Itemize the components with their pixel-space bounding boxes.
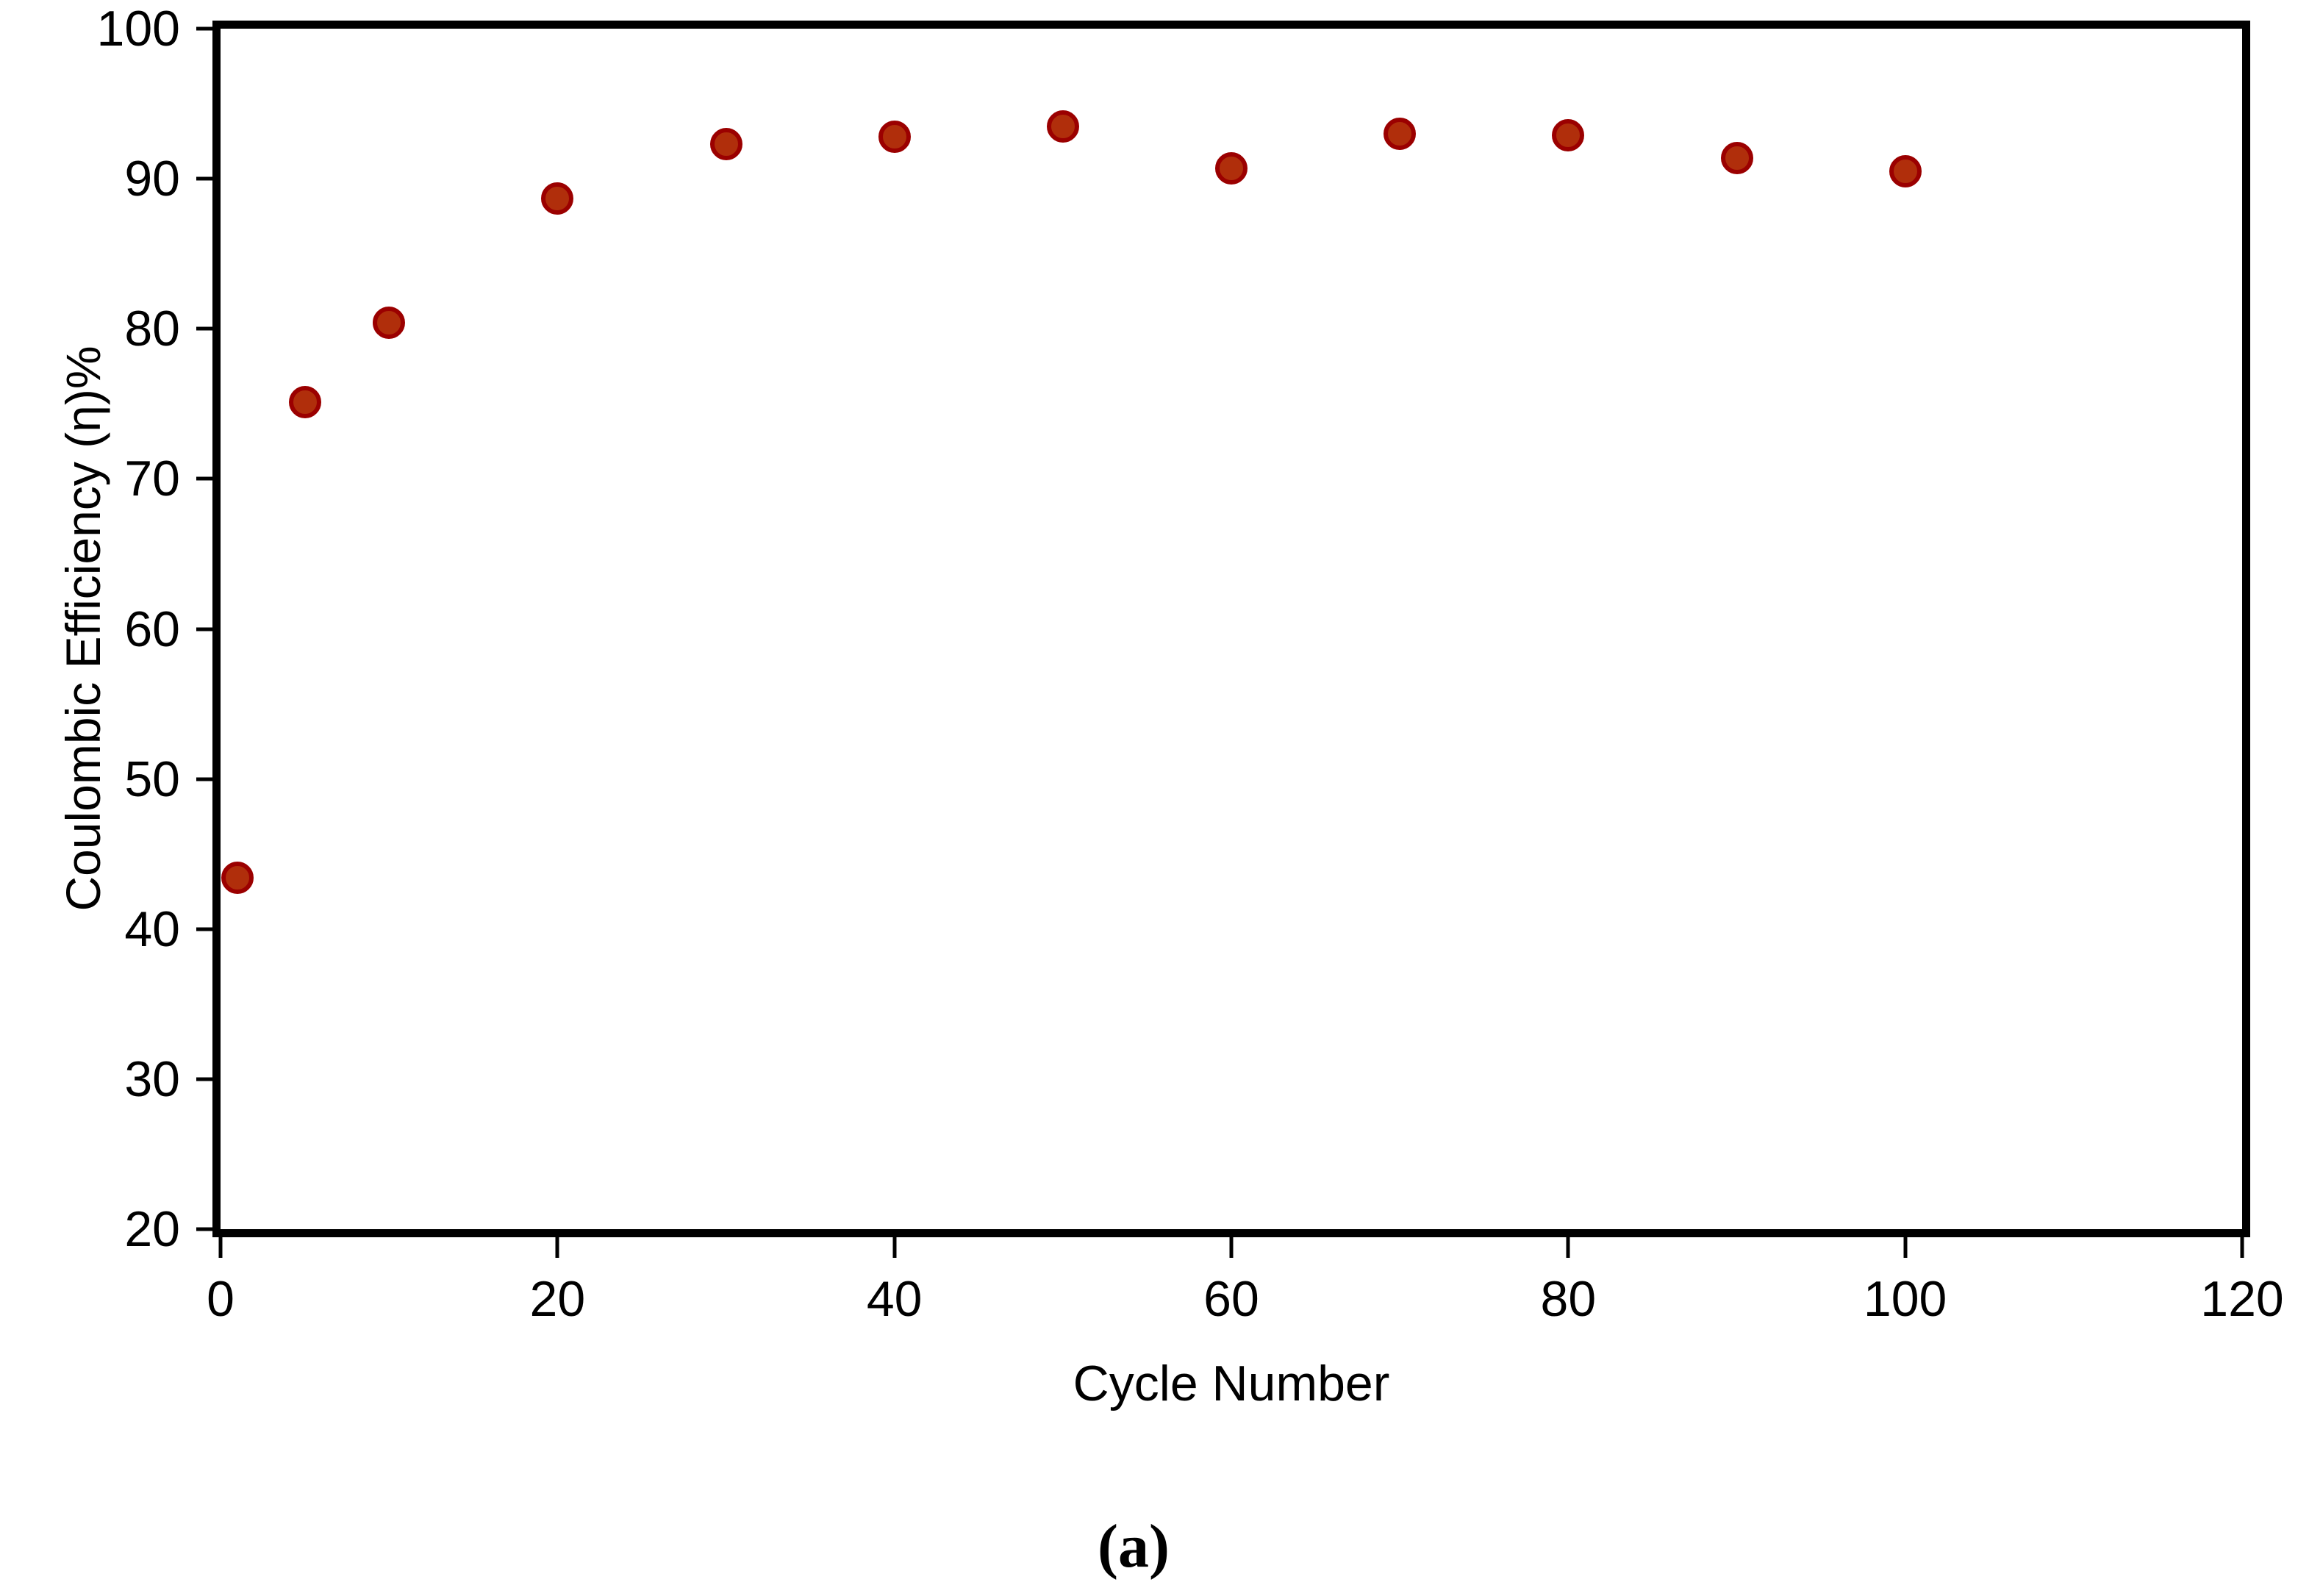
data-point [1046,110,1079,143]
data-point [1720,141,1753,174]
data-point [878,120,911,153]
data-point [1384,117,1417,150]
x-axis-tick [1566,1237,1570,1258]
data-point [1552,118,1585,151]
x-axis-tick [2240,1237,2244,1258]
y-axis-tick-label: 20 [124,1201,180,1257]
data-point [1215,151,1248,185]
data-point [221,862,254,895]
data-point [1889,154,1922,187]
data-point [288,386,321,419]
data-point [541,182,574,215]
y-axis-tick-label: 50 [124,751,180,807]
x-axis-tick [218,1237,223,1258]
x-axis-tick [1229,1237,1234,1258]
data-point [373,307,406,340]
y-axis-tick-label: 30 [124,1051,180,1107]
x-axis-tick-label: 40 [866,1271,923,1327]
x-axis-tick [1903,1237,1908,1258]
y-axis-tick [196,1077,217,1081]
plot-area [221,29,2242,1229]
y-axis-tick [196,476,217,481]
y-axis-title: Coulombic Efficiency (η)% [56,346,110,912]
y-axis-tick-label: 70 [124,451,180,507]
y-axis-tick [196,627,217,631]
x-axis-title: Cycle Number [1073,1356,1390,1411]
y-axis-tick-label: 100 [96,1,180,57]
x-axis-tick-label: 20 [529,1271,586,1327]
y-axis-tick [196,777,217,781]
y-axis-tick [196,26,217,31]
data-point [709,128,742,161]
y-axis-tick-label: 80 [124,301,180,357]
y-axis-tick [196,326,217,331]
x-axis-tick-label: 80 [1540,1271,1597,1327]
x-axis-tick-label: 100 [1863,1271,1947,1327]
x-axis-tick [555,1237,559,1258]
x-axis-tick-label: 0 [207,1271,235,1327]
y-axis-tick-label: 40 [124,901,180,957]
y-axis-tick-label: 60 [124,601,180,657]
plot-border [212,21,2250,1237]
y-axis-tick-label: 90 [124,151,180,207]
y-axis-tick [196,1227,217,1231]
x-axis-tick [892,1237,897,1258]
y-axis-tick [196,176,217,181]
y-axis-tick [196,927,217,931]
figure-caption: (a) [1098,1512,1170,1581]
x-axis-tick-label: 60 [1203,1271,1259,1327]
x-axis-tick-label: 120 [2200,1271,2284,1327]
